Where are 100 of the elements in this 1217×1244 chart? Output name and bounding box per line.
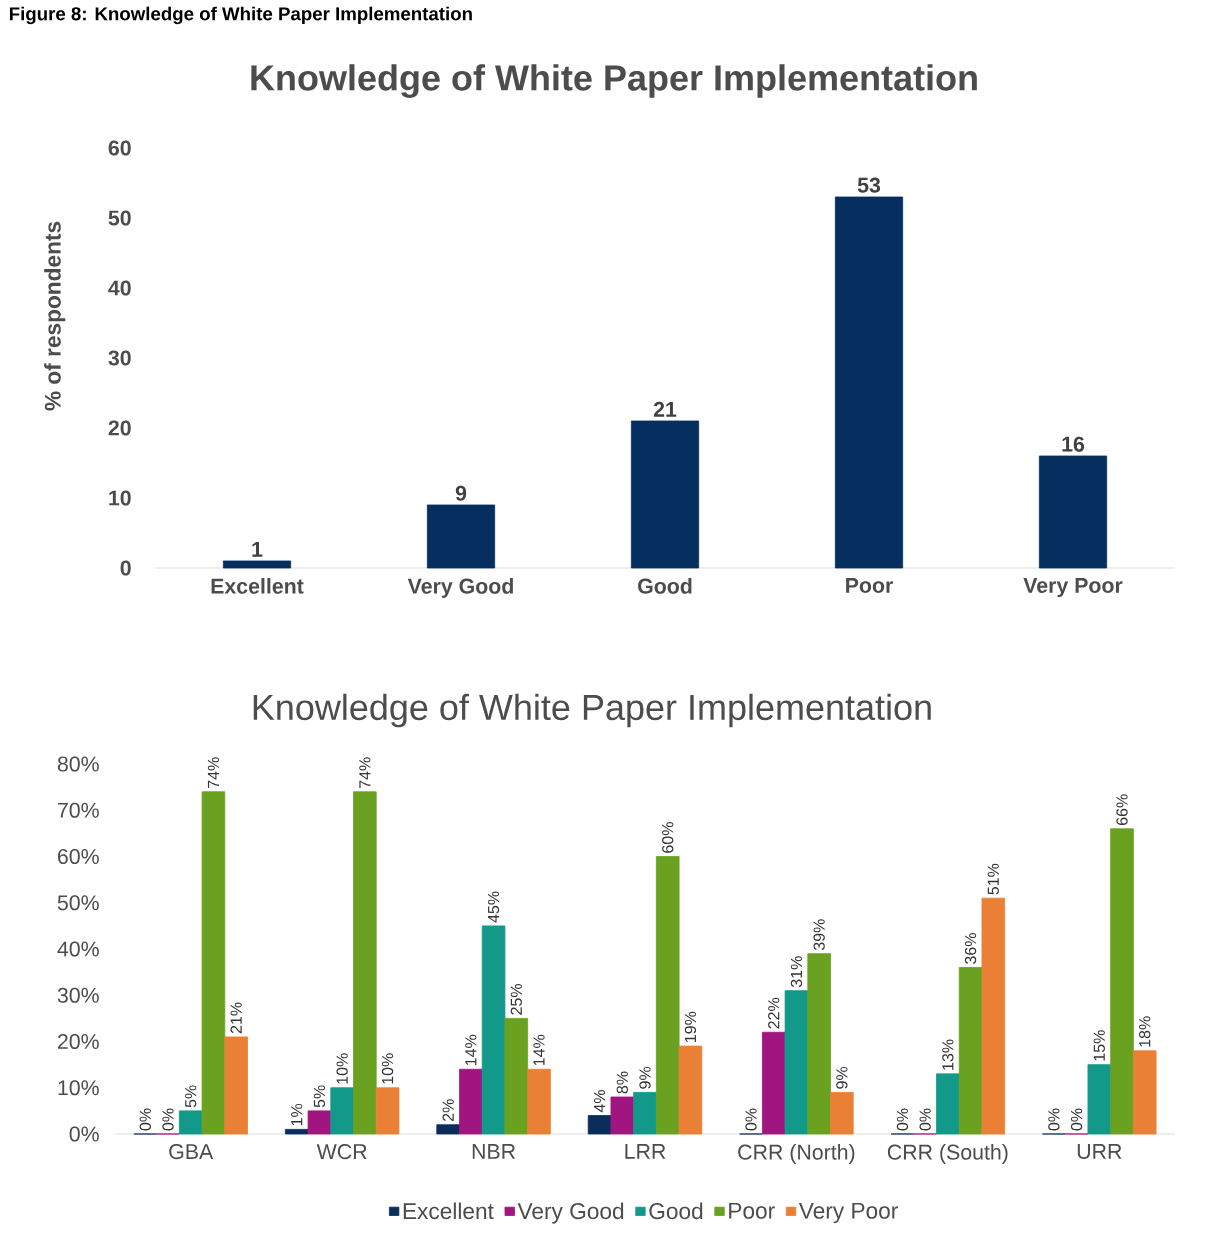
x-tick-label: WCR [316, 1144, 367, 1160]
x-tick-label: LRR [625, 1144, 666, 1159]
data-label: 53 [857, 177, 881, 193]
y-tick-label: 30% [57, 987, 99, 1003]
y-tick-label: 40 [108, 280, 131, 296]
data-label: 21 [653, 401, 677, 417]
bar [481, 925, 506, 1135]
y-tick-label: 20 [108, 420, 131, 436]
bar [807, 953, 831, 1135]
y-tick-label: 80% [57, 756, 99, 772]
caption: Figure 8: Knowledge of White Paper Implementation [9, 6, 472, 25]
data-label: 14% [533, 1034, 545, 1066]
data-label: 10% [381, 1053, 394, 1084]
legend-label: Poor [729, 1202, 775, 1219]
data-label: 66% [1116, 794, 1128, 826]
x-tick-label: Very Good [407, 578, 513, 598]
bar [504, 1017, 529, 1135]
bar [201, 791, 226, 1135]
data-label: 2% [442, 1099, 454, 1122]
data-label: 0% [919, 1108, 931, 1131]
y-axis-title: % of respondents [44, 221, 66, 411]
x-tick-label: CRR (South) [887, 1144, 1008, 1164]
data-label: 22% [768, 997, 780, 1029]
bar [761, 1031, 786, 1135]
bar [655, 856, 680, 1135]
chart-title: Knowledge of White Paper Implementation [253, 693, 931, 728]
data-label: 10% [336, 1053, 348, 1084]
x-tick-label: Poor [846, 578, 893, 593]
y-tick-label: 30 [108, 350, 131, 366]
data-label: 0% [1048, 1108, 1060, 1131]
bar [178, 1110, 203, 1135]
data-label: 36% [964, 933, 977, 964]
y-tick-label: 0% [69, 1126, 99, 1142]
legend-label: Very Good [517, 1202, 624, 1224]
bar [1132, 1050, 1157, 1135]
y-tick-label: 20% [57, 1033, 99, 1050]
bar [284, 1128, 309, 1135]
y-tick-label: 70% [58, 802, 99, 818]
legend-label: Excellent [403, 1202, 494, 1220]
bar [587, 1115, 612, 1135]
y-tick-label: 10 [109, 490, 131, 506]
data-label: 21% [230, 1002, 242, 1034]
data-label: 9% [836, 1066, 848, 1089]
y-tick-label: 50% [57, 895, 99, 911]
data-label: 31% [790, 956, 803, 988]
bar [307, 1110, 332, 1135]
bar [958, 967, 983, 1135]
bar [633, 1091, 657, 1135]
bar [459, 1068, 483, 1135]
data-label: 1% [291, 1103, 303, 1126]
bar [630, 420, 700, 569]
data-label: 16 [1062, 436, 1085, 452]
bar [436, 1124, 460, 1135]
bar [678, 1045, 703, 1135]
data-label: 9% [639, 1066, 651, 1089]
y-tick-label: 0 [120, 560, 131, 576]
y-tick-label: 10% [58, 1080, 99, 1096]
legend-label: Very Poor [798, 1202, 898, 1224]
data-label: 0% [745, 1108, 757, 1131]
bar [830, 1091, 854, 1135]
data-label: 1 [252, 542, 263, 557]
legend-label: Good [649, 1202, 703, 1220]
bar [936, 1073, 960, 1135]
x-tick-label: Good [638, 578, 692, 594]
data-label: 18% [1139, 1016, 1151, 1047]
bar [375, 1087, 400, 1135]
x-tick-label: NBR [472, 1144, 516, 1159]
bar [330, 1087, 354, 1135]
data-label: 51% [987, 863, 999, 895]
data-label: 45% [487, 891, 500, 923]
bar [426, 504, 496, 569]
y-tick-label: 40% [57, 941, 99, 957]
x-tick-label: GBA [169, 1144, 214, 1160]
bar [1110, 828, 1134, 1135]
data-label: 39% [813, 919, 825, 951]
x-tick-label: URR [1077, 1144, 1122, 1159]
bar [1038, 455, 1108, 569]
data-label: 4% [593, 1090, 606, 1113]
data-label: 13% [942, 1039, 954, 1070]
bar [527, 1068, 551, 1135]
data-label: 9 [455, 485, 467, 501]
x-tick-label: Excellent [211, 578, 304, 594]
data-label: 0% [162, 1108, 174, 1131]
data-label: 14% [465, 1034, 477, 1066]
data-label: 19% [684, 1011, 697, 1042]
chart-title: Knowledge of White Paper Implementation [251, 64, 977, 98]
bar [224, 1036, 248, 1135]
data-label: 5% [313, 1085, 326, 1108]
bar [353, 791, 377, 1135]
data-label: 0% [1070, 1108, 1083, 1131]
bar [981, 897, 1006, 1135]
data-label: 74% [359, 757, 371, 789]
data-label: 60% [662, 822, 674, 853]
y-tick-label: 50 [108, 210, 131, 226]
bar [610, 1096, 635, 1135]
x-tick-label: Very Poor [1023, 578, 1123, 598]
bar [222, 560, 292, 569]
data-label: 0% [896, 1108, 909, 1131]
data-label: 8% [616, 1071, 628, 1094]
bar [784, 990, 809, 1135]
